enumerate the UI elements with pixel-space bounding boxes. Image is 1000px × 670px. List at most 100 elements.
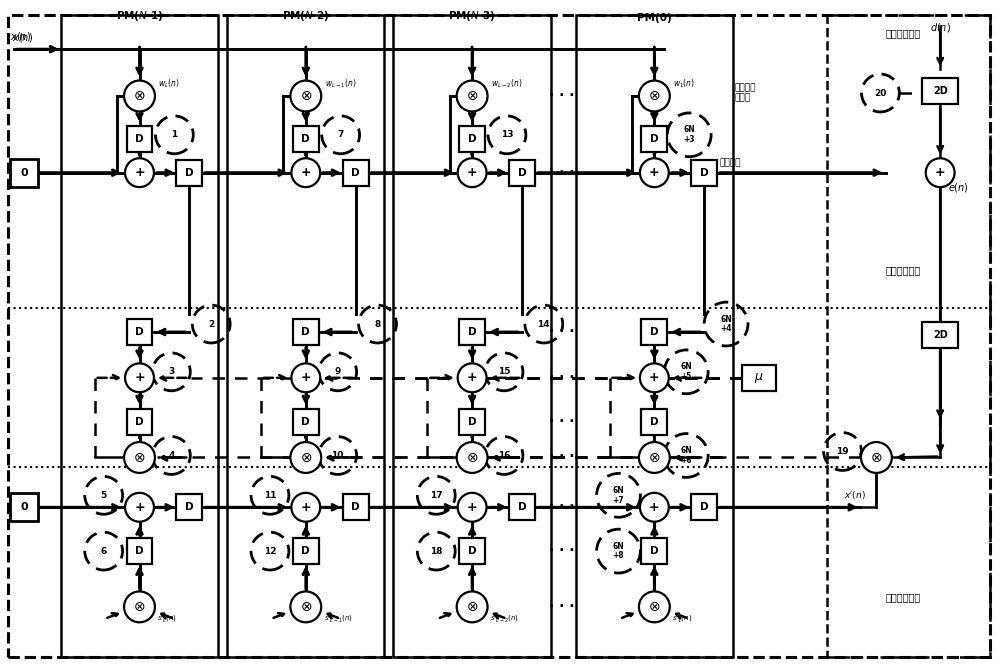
Text: $e(n)$: $e(n)$	[948, 181, 969, 194]
Text: D: D	[185, 168, 194, 178]
Circle shape	[639, 80, 670, 111]
Text: D: D	[351, 502, 360, 513]
Text: 16: 16	[498, 451, 510, 460]
Text: D: D	[135, 134, 144, 144]
Text: +: +	[467, 166, 477, 179]
Text: $\otimes$: $\otimes$	[300, 89, 312, 103]
Text: 17: 17	[430, 491, 443, 500]
Text: 19: 19	[836, 447, 849, 456]
Circle shape	[457, 442, 488, 473]
Text: +: +	[467, 371, 477, 385]
Bar	[227, 15, 384, 657]
Text: $w_{L-2}(n)$: $w_{L-2}(n)$	[491, 78, 523, 90]
Bar	[691, 494, 717, 520]
Text: +: +	[134, 166, 145, 179]
Text: 误差计算模块: 误差计算模块	[886, 28, 921, 38]
Text: · · ·: · · ·	[549, 415, 574, 429]
Text: 6: 6	[101, 547, 107, 555]
Text: PM(0): PM(0)	[637, 13, 672, 23]
Circle shape	[291, 363, 320, 392]
Bar	[293, 538, 319, 564]
Text: +: +	[300, 500, 311, 514]
Text: D: D	[468, 417, 476, 427]
Text: D: D	[518, 502, 526, 513]
Text: $x'(n)$: $x'(n)$	[844, 489, 865, 501]
Bar	[127, 126, 152, 152]
Circle shape	[124, 442, 155, 473]
Text: +: +	[935, 166, 945, 179]
Text: $\otimes$: $\otimes$	[648, 450, 661, 464]
Text: · · ·: · · ·	[549, 371, 574, 385]
Text: $x(n)$: $x(n)$	[12, 31, 33, 44]
Bar	[127, 538, 152, 564]
Bar	[393, 15, 551, 657]
Text: $x(n)$: $x(n)$	[10, 30, 31, 43]
Text: $\otimes$: $\otimes$	[133, 89, 146, 103]
Text: D: D	[468, 327, 476, 337]
Text: 0: 0	[20, 168, 28, 178]
Bar	[459, 126, 485, 152]
Text: D: D	[650, 417, 659, 427]
Bar	[459, 538, 485, 564]
Bar	[742, 365, 776, 391]
Circle shape	[125, 158, 154, 187]
Text: $\otimes$: $\otimes$	[466, 89, 478, 103]
Text: 次级路径模块: 次级路径模块	[886, 592, 921, 602]
Text: 2D: 2D	[933, 330, 948, 340]
Text: 9: 9	[334, 367, 341, 377]
Text: $s'_L(n)$: $s'_L(n)$	[157, 614, 177, 625]
Text: $\otimes$: $\otimes$	[648, 600, 661, 614]
Text: 1: 1	[171, 131, 177, 139]
Text: · · ·: · · ·	[549, 500, 574, 515]
Text: +: +	[649, 500, 660, 514]
Circle shape	[124, 592, 155, 622]
Text: $\otimes$: $\otimes$	[466, 600, 478, 614]
Bar	[509, 159, 535, 186]
Text: 2: 2	[208, 320, 214, 328]
Text: 6N
+6: 6N +6	[680, 446, 692, 465]
Bar	[509, 494, 535, 520]
Text: PM($N$-2): PM($N$-2)	[282, 9, 330, 23]
Text: D: D	[301, 327, 310, 337]
Text: 15: 15	[498, 367, 510, 377]
Bar	[922, 322, 958, 348]
Text: 14: 14	[538, 320, 550, 328]
Bar	[691, 159, 717, 186]
Bar	[641, 126, 667, 152]
Text: D: D	[700, 502, 708, 513]
Text: PM($N$-3): PM($N$-3)	[448, 9, 496, 23]
Circle shape	[640, 158, 669, 187]
Text: · · ·: · · ·	[549, 165, 574, 180]
Text: 6N
+4: 6N +4	[720, 315, 732, 334]
Circle shape	[639, 442, 670, 473]
Text: $\mu$: $\mu$	[754, 371, 764, 385]
Text: D: D	[650, 134, 659, 144]
Text: +: +	[649, 371, 660, 385]
Circle shape	[125, 493, 154, 522]
Text: D: D	[301, 546, 310, 556]
Text: D: D	[650, 546, 659, 556]
Text: D: D	[518, 168, 526, 178]
Text: +: +	[649, 166, 660, 179]
Text: 关键路径: 关键路径	[719, 158, 741, 168]
Text: 4: 4	[168, 451, 175, 460]
Circle shape	[290, 442, 321, 473]
Text: $w_L(n)$: $w_L(n)$	[158, 78, 180, 90]
Bar	[343, 159, 369, 186]
Text: $w_{L-1}(n)$: $w_{L-1}(n)$	[325, 78, 356, 90]
Text: +: +	[134, 500, 145, 514]
Text: $\otimes$: $\otimes$	[300, 600, 312, 614]
Text: $s'_{L-1}(n)$: $s'_{L-1}(n)$	[324, 614, 353, 625]
Circle shape	[291, 158, 320, 187]
Circle shape	[457, 80, 488, 111]
Circle shape	[861, 442, 892, 473]
Text: 12: 12	[264, 547, 276, 555]
Bar	[10, 493, 38, 521]
Bar	[459, 409, 485, 435]
Text: +: +	[300, 371, 311, 385]
Text: D: D	[650, 327, 659, 337]
Bar	[827, 15, 990, 657]
Circle shape	[458, 363, 487, 392]
Circle shape	[290, 80, 321, 111]
Text: $w_1(n)$: $w_1(n)$	[673, 78, 695, 90]
